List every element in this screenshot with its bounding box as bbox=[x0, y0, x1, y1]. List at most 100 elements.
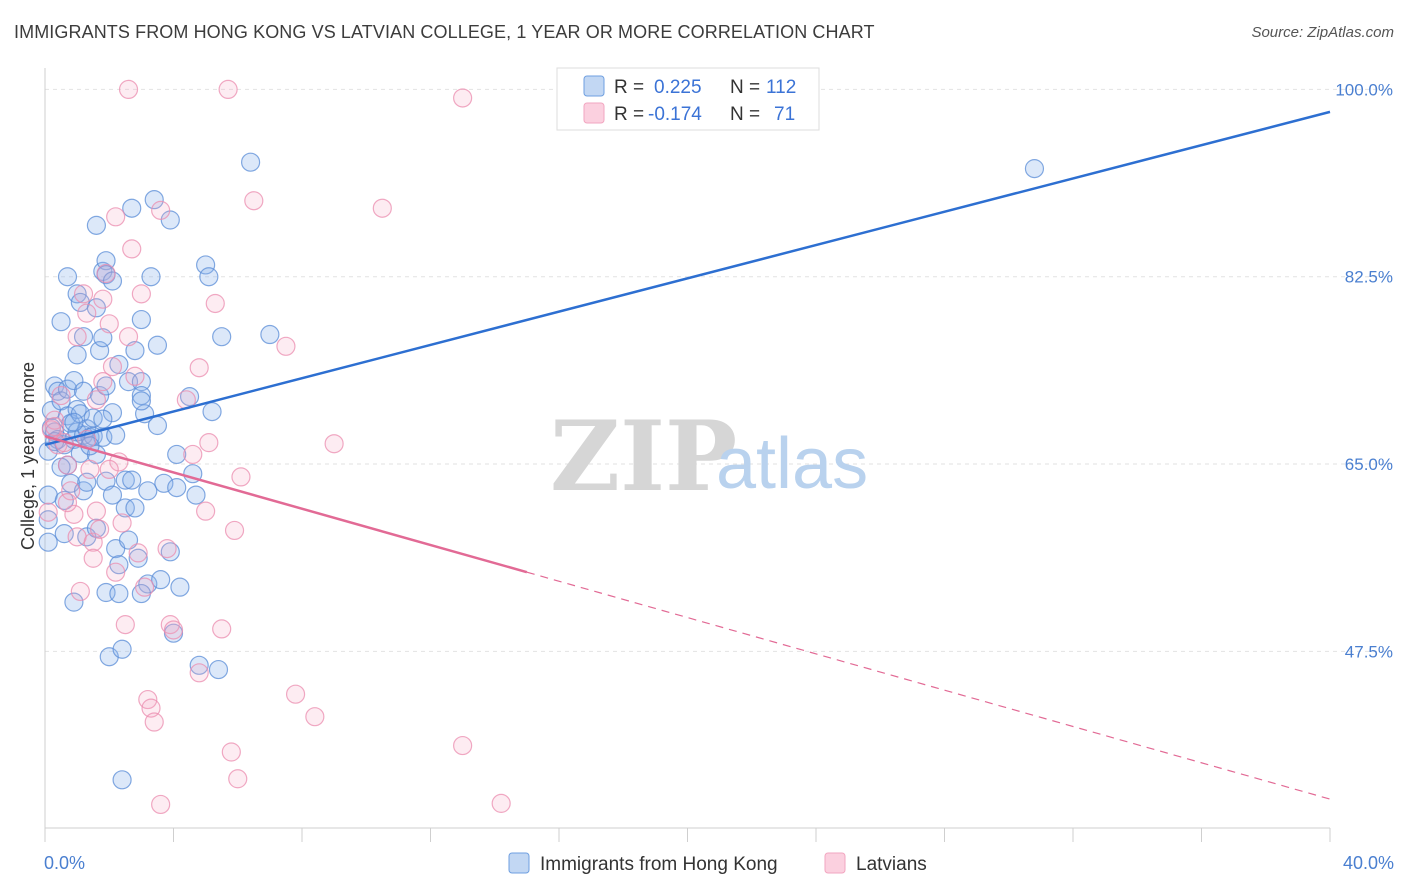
point-latvians-2 bbox=[45, 410, 65, 430]
point-latvians-68 bbox=[99, 459, 119, 480]
legend-bottom-label-hongkong: Immigrants from Hong Kong bbox=[540, 854, 778, 875]
trend-line-latvians-extrapolated bbox=[526, 571, 1331, 800]
point-latvians-44 bbox=[189, 358, 209, 378]
point-hongkong-72 bbox=[131, 372, 151, 392]
point-latvians-47 bbox=[199, 433, 219, 453]
point-latvians-41 bbox=[163, 620, 184, 640]
watermark-zip: ZIP bbox=[550, 400, 737, 513]
legend-n-label-1: N = bbox=[730, 77, 760, 98]
point-hongkong-23 bbox=[64, 592, 84, 612]
point-latvians-52 bbox=[228, 769, 248, 789]
point-hongkong-3 bbox=[38, 532, 58, 552]
point-latvians-64 bbox=[218, 79, 238, 100]
point-latvians-0 bbox=[38, 502, 58, 522]
point-hongkong-99 bbox=[1024, 159, 1045, 179]
point-hongkong-97 bbox=[241, 152, 261, 172]
point-hongkong-51 bbox=[96, 471, 116, 491]
point-hongkong-79 bbox=[147, 335, 168, 355]
x-tick-label-max: 40.0% bbox=[1343, 853, 1394, 873]
point-hongkong-2 bbox=[38, 510, 58, 530]
legend-n-label-2: N = bbox=[730, 104, 760, 125]
point-latvians-66 bbox=[57, 492, 78, 513]
point-latvians-21 bbox=[96, 263, 116, 284]
point-hongkong-46 bbox=[93, 328, 113, 348]
axes bbox=[44, 68, 1331, 842]
point-hongkong-92 bbox=[196, 255, 216, 275]
point-hongkong-64 bbox=[115, 498, 135, 518]
point-latvians-51 bbox=[224, 520, 245, 541]
point-latvians-60 bbox=[453, 88, 473, 108]
point-hongkong-54 bbox=[102, 271, 123, 291]
point-hongkong-78 bbox=[144, 190, 164, 210]
point-hongkong-10 bbox=[51, 312, 71, 332]
watermark-atlas: atlas bbox=[716, 424, 868, 504]
point-latvians-56 bbox=[285, 684, 306, 704]
point-latvians-63 bbox=[118, 79, 139, 100]
chart-title: IMMIGRANTS FROM HONG KONG VS LATVIAN COL… bbox=[14, 22, 875, 42]
point-hongkong-80 bbox=[147, 415, 168, 436]
point-hongkong-68 bbox=[125, 340, 145, 361]
point-latvians-58 bbox=[324, 434, 344, 454]
point-latvians-53 bbox=[231, 467, 251, 487]
series-hongkong-points bbox=[38, 152, 1045, 790]
x-tick-label-min: 0.0% bbox=[44, 853, 85, 873]
point-hongkong-90 bbox=[186, 485, 206, 505]
point-hongkong-66 bbox=[122, 198, 142, 218]
point-latvians-16 bbox=[86, 390, 107, 410]
point-latvians-19 bbox=[93, 289, 113, 309]
point-latvians-37 bbox=[144, 712, 164, 732]
point-hongkong-70 bbox=[128, 548, 148, 568]
point-latvians-18 bbox=[90, 519, 110, 539]
point-latvians-55 bbox=[276, 336, 296, 356]
legend-n-value-2: 71 bbox=[774, 104, 795, 125]
point-hongkong-63 bbox=[115, 470, 135, 490]
point-hongkong-93 bbox=[199, 267, 219, 287]
point-hongkong-30 bbox=[73, 327, 94, 347]
point-hongkong-85 bbox=[167, 478, 187, 498]
point-hongkong-69 bbox=[125, 498, 145, 518]
legend-n-value-1: 112 bbox=[766, 77, 796, 98]
point-hongkong-67 bbox=[122, 470, 142, 490]
point-hongkong-82 bbox=[154, 473, 174, 493]
point-latvians-70 bbox=[45, 416, 65, 437]
legend-r-value-1: 0.225 bbox=[654, 77, 702, 98]
point-latvians-4 bbox=[51, 385, 71, 406]
point-hongkong-108 bbox=[67, 345, 87, 365]
point-latvians-69 bbox=[83, 548, 103, 568]
legend-bottom-swatch-latvians bbox=[824, 852, 846, 874]
legend-r-label-2: R = bbox=[614, 104, 644, 125]
point-hongkong-109 bbox=[160, 542, 180, 562]
point-latvians-20 bbox=[93, 372, 113, 392]
point-hongkong-81 bbox=[151, 570, 171, 590]
point-hongkong-83 bbox=[160, 210, 180, 230]
source-attribution: Source: ZipAtlas.com bbox=[1251, 24, 1394, 41]
point-latvians-9 bbox=[67, 327, 87, 347]
point-latvians-32 bbox=[128, 543, 148, 563]
point-latvians-30 bbox=[122, 239, 142, 259]
y-tick-label-3: 100.0% bbox=[1335, 80, 1393, 99]
legend-r-label-1: R = bbox=[614, 77, 644, 98]
point-hongkong-21 bbox=[64, 370, 84, 391]
point-hongkong-98 bbox=[260, 324, 280, 345]
point-latvians-38 bbox=[151, 794, 171, 815]
point-latvians-61 bbox=[453, 735, 473, 756]
point-hongkong-94 bbox=[202, 402, 222, 422]
point-hongkong-87 bbox=[170, 577, 190, 597]
point-latvians-14 bbox=[80, 459, 100, 480]
point-latvians-24 bbox=[106, 207, 126, 227]
point-hongkong-62 bbox=[112, 639, 132, 659]
point-hongkong-45 bbox=[93, 261, 113, 281]
legend-swatch-latvians bbox=[583, 102, 605, 124]
point-latvians-62 bbox=[491, 793, 511, 813]
point-latvians-13 bbox=[77, 303, 97, 323]
point-latvians-23 bbox=[102, 357, 123, 377]
point-hongkong-71 bbox=[131, 309, 151, 330]
point-hongkong-13 bbox=[54, 490, 74, 511]
y-tick-labels: 47.5% 65.0% 82.5% 100.0% bbox=[1335, 80, 1393, 661]
point-hongkong-105 bbox=[64, 412, 84, 432]
gridlines bbox=[45, 88, 1392, 652]
point-hongkong-88 bbox=[179, 387, 200, 407]
legend-swatch-hongkong bbox=[583, 75, 605, 97]
point-latvians-48 bbox=[205, 293, 225, 314]
